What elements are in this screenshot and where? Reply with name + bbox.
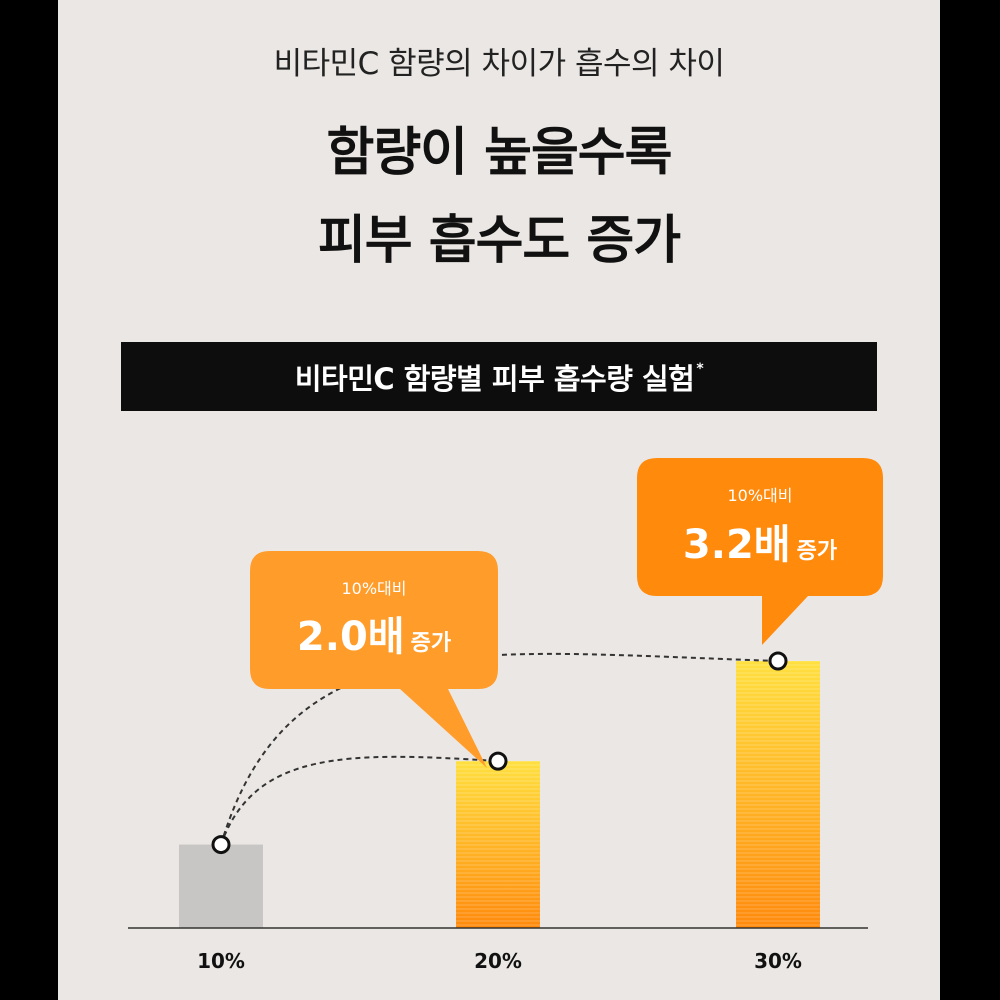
bar-texture [736, 661, 820, 928]
data-point [768, 651, 788, 671]
callout-20-multiplier: 2.0배 [297, 614, 405, 660]
callout-20-small-label: 10%대비 [341, 579, 406, 598]
callout-bubble-shape [637, 458, 883, 645]
headline-line-2: 피부 흡수도 증가 [317, 211, 681, 271]
data-point [488, 751, 508, 771]
callout-30-main-label: 3.2배 증가 [683, 522, 837, 568]
callout-20-percent: 10%대비 2.0배 증가 [250, 551, 498, 768]
connector-curve [220, 652, 779, 845]
callout-bubble-shape [250, 551, 498, 768]
callout-30-small-label: 10%대비 [727, 486, 792, 505]
data-point [211, 835, 231, 855]
callout-30-suffix: 증가 [797, 539, 837, 564]
callout-20-main-label: 2.0배 증가 [297, 614, 451, 660]
x-tick-label: 10% [197, 949, 245, 973]
headline-line-1: 함량이 높을수록 [326, 123, 673, 183]
connector-curve [220, 755, 499, 845]
subtitle: 비타민C 함량의 차이가 흡수의 차이 [273, 46, 725, 82]
x-tick-label: 20% [474, 949, 522, 973]
x-tick-label: 30% [754, 949, 802, 973]
bar-10-percent [179, 844, 263, 928]
bar-texture [456, 761, 540, 928]
callout-30-multiplier: 3.2배 [683, 522, 791, 568]
callout-20-suffix: 증가 [411, 631, 451, 656]
experiment-title-banner: 비타민C 함량별 피부 흡수량 실험 * [121, 342, 877, 411]
footnote-mark: * [696, 360, 704, 377]
callout-30-percent: 10%대비 3.2배 증가 [637, 458, 883, 645]
banner-title: 비타민C 함량별 피부 흡수량 실험 [294, 361, 695, 396]
